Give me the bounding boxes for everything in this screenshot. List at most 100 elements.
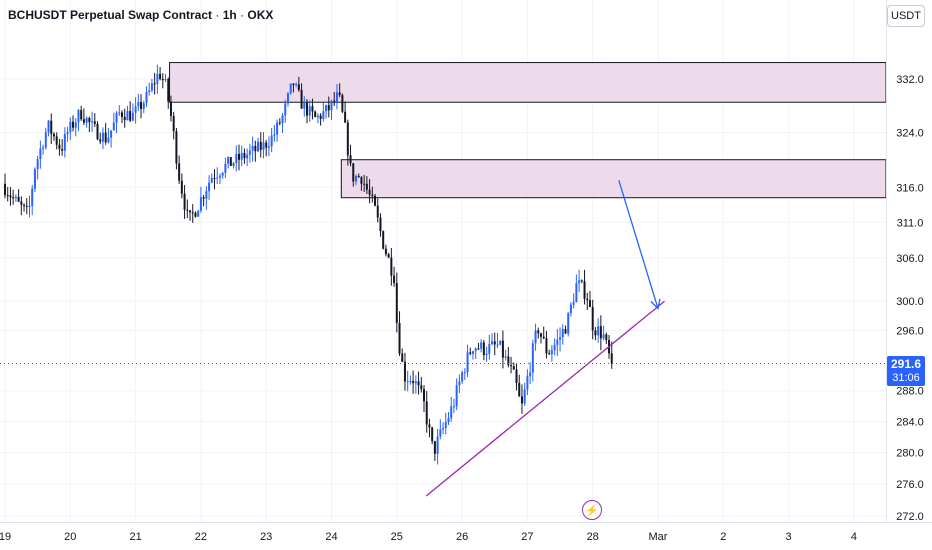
candle-body [93,121,96,124]
candle-body [306,102,309,116]
candle-body [197,210,200,217]
candle-body [412,381,415,384]
candle-body [471,351,474,354]
candle-body [297,84,300,90]
candle-body [270,135,273,147]
candle-body [395,283,398,323]
candle-body [605,334,608,341]
candle-body [123,116,126,121]
candle-body [580,280,583,282]
drawings-layer[interactable] [425,180,665,497]
candle-body [461,372,464,382]
candle-body [534,330,537,344]
candle-body [499,340,502,345]
candle-body [96,123,99,140]
lower-supply-zone[interactable] [340,159,887,199]
candle-body [403,361,406,382]
candle-body [550,350,553,355]
forecast-arrow-head[interactable] [650,298,661,310]
candle-body [148,90,151,93]
support-trendline[interactable] [425,300,665,497]
candle-body [504,356,507,358]
y-tick-label: 311.0 [897,217,924,229]
candle-body [66,132,69,135]
y-axis-background [886,0,932,550]
x-tick-label: 4 [851,531,857,543]
candle-body [390,257,393,276]
y-tick-label: 284.0 [896,416,924,428]
upper-supply-zone[interactable] [169,62,887,103]
y-tick-label: 288.0 [896,386,924,398]
candle-body [221,172,224,176]
candle-body [540,333,543,337]
candle-body [42,147,45,149]
candle-body [458,381,461,386]
candle-body [428,424,431,428]
candle-body [104,132,107,143]
candle-body [515,369,518,383]
candle-body [118,112,121,114]
candle-body [23,204,26,206]
candle-body [246,154,249,159]
candle-body [493,341,496,345]
y-axis[interactable]: 332.0 324.0 316.0 311.0 306.0 300.0 296.0 288.0… [886,0,932,550]
candle-body [469,352,472,354]
candle-body [58,144,61,149]
candle-body [382,231,385,249]
symbol-name[interactable]: BCHUSDT Perpetual Swap Contract [8,8,213,22]
candle-body [564,329,567,334]
candle-body [213,178,216,180]
candle-body [36,159,39,170]
candle-body [199,197,202,211]
candle-body [387,254,390,258]
candle-body [153,83,156,85]
candle-body [126,111,129,121]
candle-body [12,197,15,199]
candle-body [186,209,189,211]
candle-body [507,356,510,366]
y-tick-label: 280.0 [896,447,924,459]
candle-body [599,326,602,339]
candle-body [425,401,428,425]
candle-body [455,385,458,407]
candle-body [216,177,219,179]
y-tick-label: 300.0 [896,296,924,308]
candle-body [333,100,336,102]
candle-body [183,193,186,210]
candle-body [354,176,357,182]
candle-body [9,195,12,198]
candle-body [202,197,205,199]
candle-body [463,372,466,374]
candle-body [526,376,529,390]
candle-body [417,381,420,386]
candle-body [145,92,148,104]
lightning-event-icon[interactable]: ⚡ [582,500,602,520]
candle-body [69,121,72,133]
x-axis[interactable]: 19 20 21 22 23 24 25 26 27 28 Mar 2 3 4 [0,522,932,550]
forecast-arrow[interactable] [618,180,659,309]
candle-body [262,142,265,150]
candle-body [161,78,164,81]
candle-body [267,146,270,148]
candle-body [120,112,123,117]
candle-body [314,111,317,117]
candle-body [254,145,257,152]
candle-body [265,142,268,148]
candle-body [559,337,562,340]
candle-body [452,406,455,408]
candle-body [335,92,338,102]
candle-body [480,342,483,349]
y-tick-label: 296.0 [896,326,924,338]
candle-body [167,79,170,102]
candle-body [393,275,396,284]
candle-body [450,406,453,419]
currency-button[interactable]: USDT [887,5,925,27]
candle-body [414,381,417,384]
candle-body [423,389,426,402]
interval-label[interactable]: 1h [222,8,237,22]
candle-body [420,385,423,390]
candle-body [447,418,450,422]
y-tick-label: 272.0 [896,511,924,523]
